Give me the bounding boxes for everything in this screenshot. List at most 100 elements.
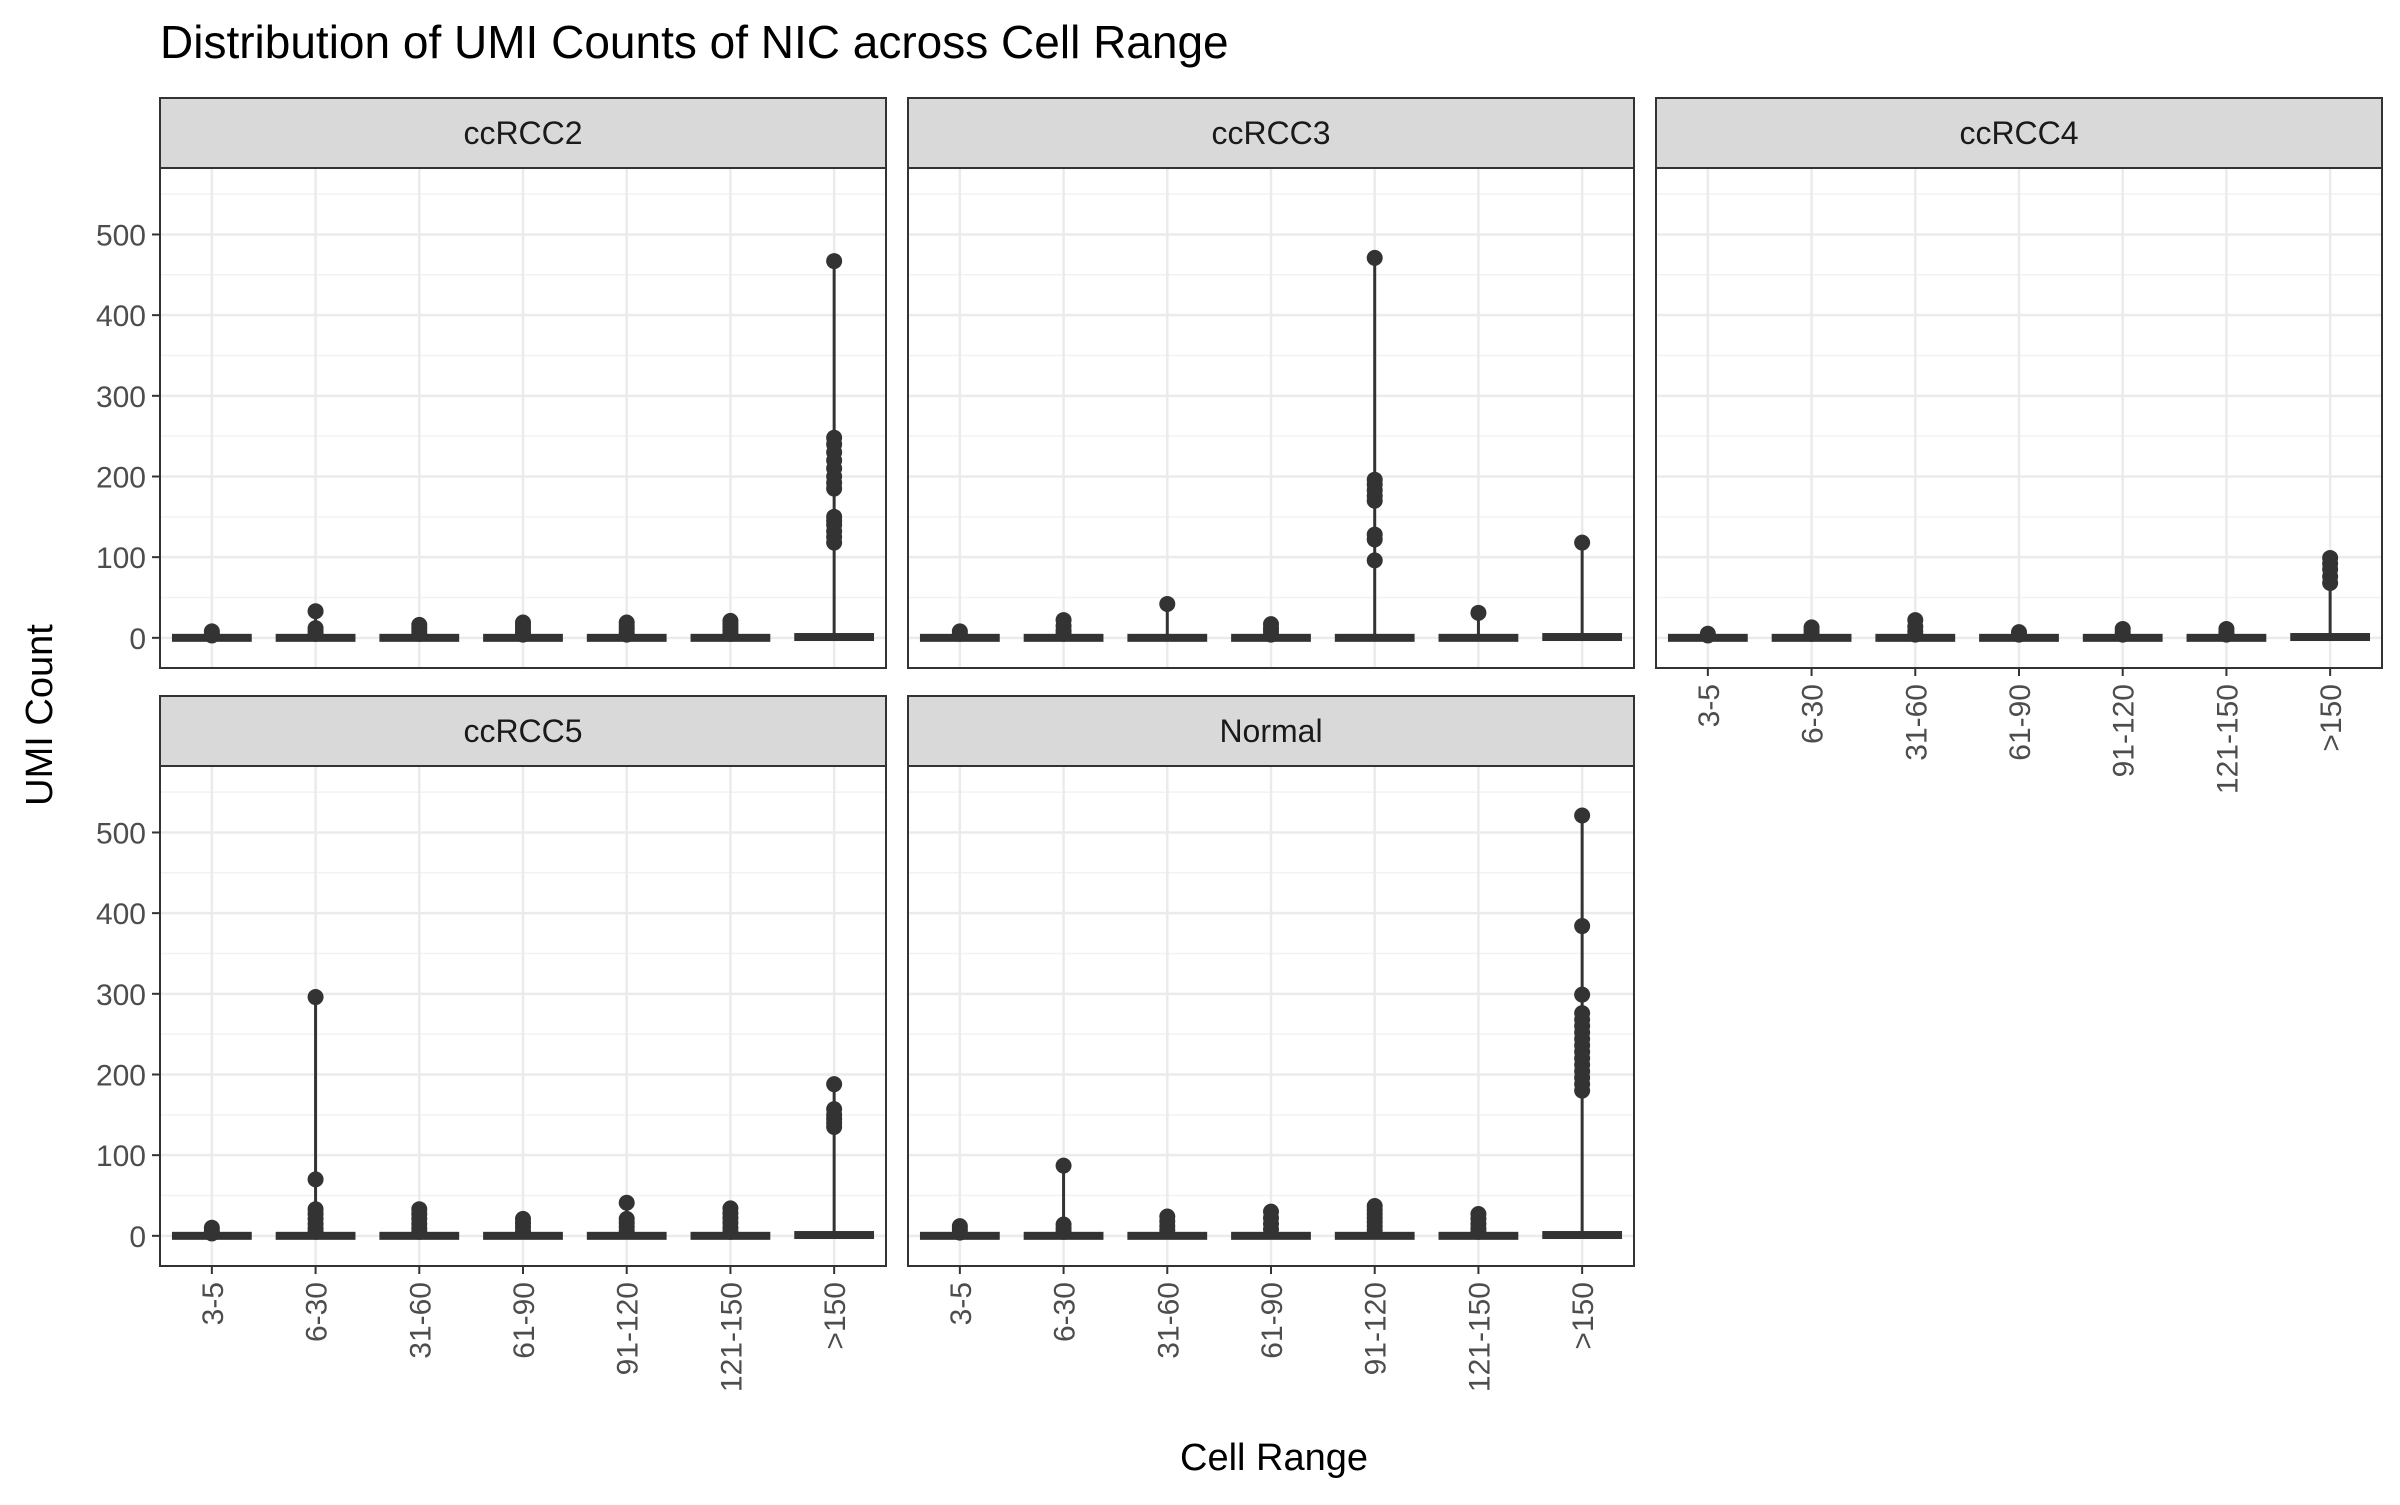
box-31-60 <box>1127 1208 1208 1240</box>
box-6-30 <box>1023 1157 1104 1240</box>
outlier-point <box>307 1171 324 1188</box>
facet-strip-label: ccRCC3 <box>1211 115 1330 151</box>
outlier-point <box>411 1223 428 1240</box>
facet-strip-label: Normal <box>1219 713 1322 749</box>
x-tick-label: 121-150 <box>715 1282 748 1392</box>
x-tick-label: >150 <box>2315 684 2348 752</box>
chart-title: Distribution of UMI Counts of NIC across… <box>160 16 1229 68</box>
y-tick-label: 300 <box>96 381 146 414</box>
box-91-120 <box>1334 249 1415 642</box>
facet-ccrcc3: ccRCC3 <box>907 97 1635 669</box>
y-tick-label: 0 <box>129 1221 146 1254</box>
outlier-point <box>826 534 843 551</box>
box-3-5 <box>919 623 1000 642</box>
box-3-5 <box>919 1218 1000 1241</box>
box-91-120 <box>586 1194 667 1240</box>
y-tick-label: 0 <box>129 623 146 656</box>
y-tick-label: 500 <box>96 219 146 252</box>
outlier-point <box>515 626 531 643</box>
outlier-point <box>1366 492 1383 509</box>
box-91-120 <box>2082 620 2163 643</box>
box-61-90 <box>483 614 563 643</box>
outlier-point <box>2114 626 2131 643</box>
outlier-point <box>1803 625 1820 642</box>
box-121-150 <box>690 612 771 642</box>
x-tick-label: >150 <box>1567 1282 1600 1350</box>
box-median <box>794 1231 875 1240</box>
outlier-point <box>307 989 324 1006</box>
outlier-point <box>2218 626 2235 643</box>
outlier-point <box>1159 595 1176 612</box>
outlier-point <box>618 626 635 643</box>
box-61-90 <box>1979 624 2059 643</box>
box-61-90 <box>1231 616 1311 643</box>
outlier-point <box>1574 807 1591 824</box>
box-median <box>1438 633 1519 642</box>
x-tick-label: 6-30 <box>301 1282 334 1342</box>
outlier-point <box>2011 626 2027 643</box>
box-gt150 <box>1542 534 1623 642</box>
outlier-point <box>1159 1222 1176 1239</box>
outlier-point <box>1366 1222 1383 1239</box>
box-median <box>1334 633 1415 642</box>
y-tick-label: 500 <box>96 817 146 850</box>
panel-border <box>159 167 887 669</box>
box-gt150 <box>1542 807 1623 1240</box>
outlier-point <box>515 1222 531 1239</box>
x-tick-label: 31-60 <box>404 1282 437 1359</box>
x-tick-label: >150 <box>819 1282 852 1350</box>
box-3-5 <box>171 623 252 644</box>
outlier-point <box>1470 604 1487 621</box>
box-3-5 <box>1667 625 1748 644</box>
x-tick-label: 3-5 <box>945 1282 978 1325</box>
x-tick-label: 6-30 <box>1049 1282 1082 1342</box>
box-gt150 <box>794 253 875 642</box>
facet-strip-label: ccRCC5 <box>463 713 582 749</box>
outlier-point <box>1263 1221 1279 1238</box>
box-121-150 <box>690 1200 771 1240</box>
box-6-30 <box>1023 612 1104 642</box>
outlier-point <box>1055 625 1072 642</box>
outlier-point <box>826 1076 843 1093</box>
y-tick-label: 200 <box>96 461 146 494</box>
outlier-point <box>826 480 843 497</box>
box-median <box>1542 633 1623 642</box>
outlier-point <box>203 1225 220 1242</box>
x-tick-label: 31-60 <box>1152 1282 1185 1359</box>
outlier-point <box>411 625 428 642</box>
x-tick-label: 91-120 <box>2108 684 2141 777</box>
y-tick-label: 100 <box>96 1140 146 1173</box>
box-gt150 <box>794 1076 875 1240</box>
facet-panels: ccRCC2 0 100 200 300 400 500 ccRCC3 ccRCC4 3-5 6-3… <box>96 97 2383 1392</box>
x-tick-label: 91-120 <box>1360 1282 1393 1375</box>
x-tick-label: 3-5 <box>1693 684 1726 727</box>
outlier-point <box>1366 531 1383 548</box>
box-31-60 <box>379 1201 460 1240</box>
panel-border <box>907 167 1635 669</box>
outlier-point <box>722 625 739 642</box>
x-axis-label: Cell Range <box>1180 1437 1368 1479</box>
outlier-point <box>1470 1223 1487 1240</box>
outlier-point <box>307 625 324 642</box>
outlier-point <box>1699 627 1716 644</box>
box-median <box>2290 633 2371 642</box>
box-31-60 <box>1127 595 1208 642</box>
box-6-30 <box>275 989 356 1240</box>
box-31-60 <box>1875 612 1956 643</box>
x-tick-label: 61-90 <box>508 1282 541 1359</box>
box-121-150 <box>1438 1206 1519 1240</box>
facet-strip-label: ccRCC2 <box>463 115 582 151</box>
outlier-point <box>1055 1157 1072 1174</box>
outlier-point <box>1907 626 1924 643</box>
box-6-30 <box>275 603 356 642</box>
outlier-point <box>1366 552 1383 569</box>
box-median <box>794 633 875 642</box>
facet-normal: Normal 3-5 6-30 31-60 61-90 91-120 121-150 >150 <box>907 695 1635 1392</box>
outlier-point <box>722 1223 739 1240</box>
facet-strip <box>159 97 887 169</box>
facet-strip <box>907 695 1635 767</box>
x-tick-label: 31-60 <box>1900 684 1933 761</box>
x-tick-label: 91-120 <box>612 1282 645 1375</box>
box-121-150 <box>1438 604 1519 642</box>
x-tick-label: 3-5 <box>197 1282 230 1325</box>
